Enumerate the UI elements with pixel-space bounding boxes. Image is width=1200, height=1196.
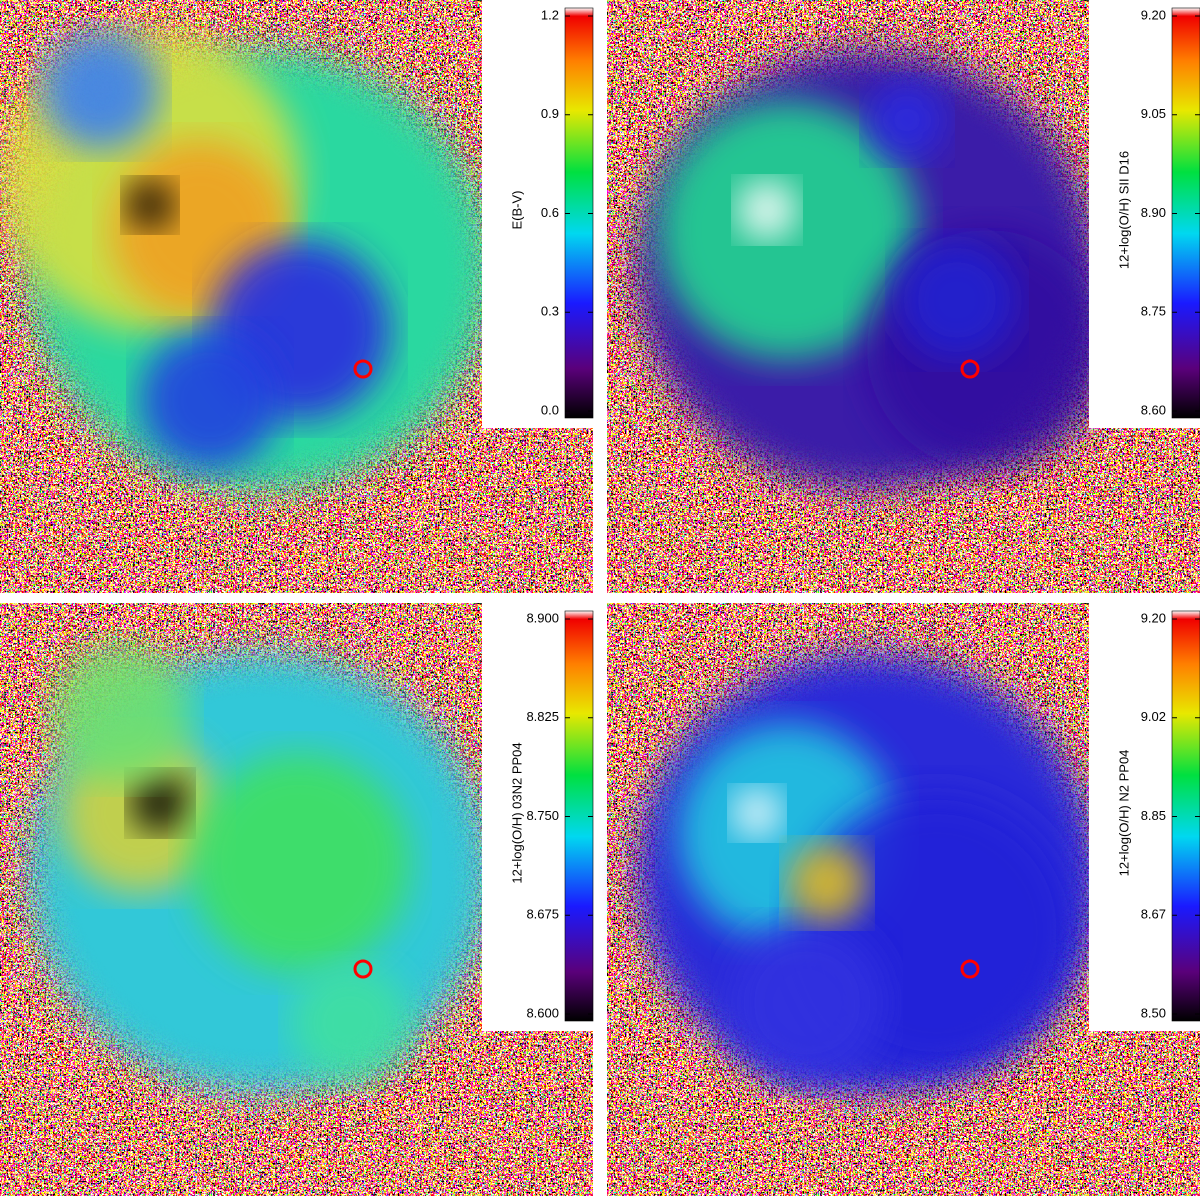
map-feature (40, 30, 160, 150)
map-feature (737, 180, 797, 240)
colorbar-tick-label: 8.67 (1141, 907, 1166, 922)
map-feature (727, 923, 887, 1083)
colorbar-tick-label: 8.675 (526, 907, 559, 922)
map-feature (190, 753, 410, 973)
colorbar-tick-label: 9.20 (1141, 7, 1166, 22)
map-panel: 12+log(O/H) 03N2 PP04 8.900 8.825 8.750 8.67… (0, 603, 594, 1196)
region-marker (353, 359, 373, 379)
map-feature (140, 330, 280, 470)
map-feature (787, 843, 867, 923)
map-feature (290, 963, 410, 1083)
colorbar-tick-label: 8.900 (526, 610, 559, 625)
colorbar-tick-label: 9.02 (1141, 709, 1166, 724)
colorbar-label: E(B-V) (509, 191, 524, 230)
map-feature (125, 180, 175, 230)
colorbar-tick-label: 8.750 (526, 808, 559, 823)
region-marker (960, 359, 980, 379)
colorbar-label: 12+log(O/H) SII D16 (1116, 151, 1131, 269)
colorbar-tick-label: 8.60 (1141, 402, 1166, 417)
region-marker (960, 959, 980, 979)
map-feature (732, 788, 782, 838)
colorbar-label: 12+log(O/H) N2 PP04 (1116, 750, 1131, 877)
colorbar-tick-label: 8.90 (1141, 205, 1166, 220)
colorbar-tick-label: 9.20 (1141, 610, 1166, 625)
colorbar-label: 12+log(O/H) 03N2 PP04 (509, 742, 524, 883)
map-feature (897, 240, 1017, 360)
colorbar-tick-label: 8.825 (526, 709, 559, 724)
map-panel: 12+log(O/H) N2 PP04 9.20 9.02 8.85 8.67 8.50 (607, 603, 1200, 1196)
region-marker (353, 959, 373, 979)
colorbar-tick-label: 0.9 (541, 106, 559, 121)
colorbar-tick-label: 8.600 (526, 1005, 559, 1020)
map-feature (867, 80, 947, 160)
map-panel: 12+log(O/H) SII D16 9.20 9.05 8.90 8.75 8.60 (607, 0, 1200, 593)
colorbar-tick-label: 0.3 (541, 304, 559, 319)
map-feature (50, 643, 190, 783)
colorbar-tick-label: 8.75 (1141, 304, 1166, 319)
colorbar-tick-label: 8.85 (1141, 808, 1166, 823)
map-feature (130, 773, 190, 833)
colorbar-tick-label: 1.2 (541, 7, 559, 22)
colorbar-tick-label: 0.0 (541, 402, 559, 417)
colorbar-tick-label: 8.50 (1141, 1005, 1166, 1020)
colorbar-tick-label: 0.6 (541, 205, 559, 220)
colorbar-tick-label: 9.05 (1141, 106, 1166, 121)
map-panel: E(B-V) 1.2 0.9 0.6 0.3 0.0 (0, 0, 594, 593)
